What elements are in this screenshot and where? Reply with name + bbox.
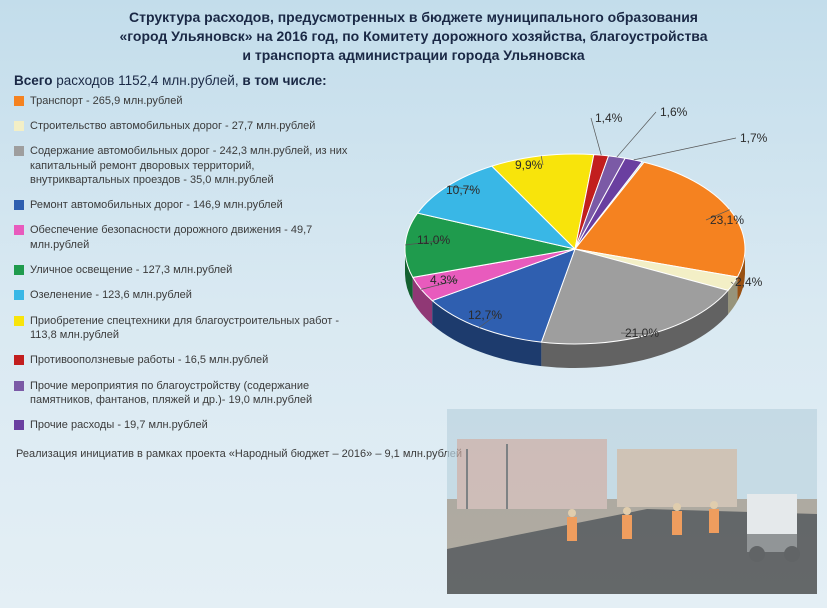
legend-swatch [14,316,24,326]
legend-label: Прочие мероприятия по благоустройству (с… [30,379,352,408]
pie-pct-label: 21,0% [625,326,659,340]
legend-label: Транспорт - 265,9 млн.рублей [30,94,182,108]
legend-swatch [14,381,24,391]
legend-item: Озеленение - 123,6 млн.рублей [14,288,352,302]
legend-item: Приобретение спецтехники для благоустрои… [14,314,352,343]
legend-swatch [14,121,24,131]
legend-swatch [14,200,24,210]
legend-item: Противооползневые работы - 16,5 млн.рубл… [14,353,352,367]
pie-pct-label: 4,3% [430,273,458,287]
subtitle-suffix: в том числе: [242,73,326,88]
legend-swatch [14,146,24,156]
legend-swatch [14,96,24,106]
legend-label: Приобретение спецтехники для благоустрои… [30,314,352,343]
legend-item: Содержание автомобильных дорог - 242,3 м… [14,144,352,187]
legend-label: Ремонт автомобильных дорог - 146,9 млн.р… [30,198,283,212]
legend-swatch [14,420,24,430]
subtitle-prefix: Всего [14,73,56,88]
legend: Транспорт - 265,9 млн.рублей Строительств… [0,94,360,444]
legend-item: Прочие расходы - 19,7 млн.рублей [14,418,352,432]
legend-label: Противооползневые работы - 16,5 млн.рубл… [30,353,268,367]
legend-item: Ремонт автомобильных дорог - 146,9 млн.р… [14,198,352,212]
legend-label: Строительство автомобильных дорог - 27,7… [30,119,315,133]
subtitle-main: расходов 1152,4 млн.рублей, [56,73,242,88]
subtitle: Всего расходов 1152,4 млн.рублей, в том … [0,69,827,94]
legend-swatch [14,225,24,235]
background-photo [447,409,817,594]
legend-item: Транспорт - 265,9 млн.рублей [14,94,352,108]
pie-pct-label: 1,4% [595,111,623,125]
legend-swatch [14,290,24,300]
legend-item: Строительство автомобильных дорог - 27,7… [14,119,352,133]
pie-pct-label: 9,9% [515,158,543,172]
legend-item: Обеспечение безопасности дорожного движе… [14,223,352,252]
pie-pct-label: 23,1% [710,213,744,227]
pie-pct-label: 1,6% [660,105,688,119]
legend-label: Уличное освещение - 127,3 млн.рублей [30,263,232,277]
legend-label: Обеспечение безопасности дорожного движе… [30,223,352,252]
chart-area: 23,1% 2,4% 21,0% 12,7% 4,3% 11,0% 10,7% 9,9% 1,4… [360,94,827,444]
pie-pct-label: 11,0% [417,233,450,247]
legend-swatch [14,355,24,365]
legend-label: Содержание автомобильных дорог - 242,3 м… [30,144,352,187]
legend-label: Озеленение - 123,6 млн.рублей [30,288,192,302]
pie-pct-label: 1,7% [740,131,768,145]
pie-chart: 23,1% 2,4% 21,0% 12,7% 4,3% 11,0% 10,7% 9,9% 1,4… [340,94,820,404]
pie-pct-label: 10,7% [446,183,480,197]
page-title: Структура расходов, предусмотренных в бю… [0,0,827,69]
legend-label: Прочие расходы - 19,7 млн.рублей [30,418,208,432]
pie-pct-label: 12,7% [468,308,502,322]
legend-swatch [14,265,24,275]
legend-item: Уличное освещение - 127,3 млн.рублей [14,263,352,277]
title-line-3: и транспорта администрации города Ульяно… [30,46,797,65]
title-line-2: «город Ульяновск» на 2016 год, по Комите… [30,27,797,46]
pie-pct-label: 2,4% [735,275,763,289]
title-line-1: Структура расходов, предусмотренных в бю… [30,8,797,27]
legend-item: Прочие мероприятия по благоустройству (с… [14,379,352,408]
